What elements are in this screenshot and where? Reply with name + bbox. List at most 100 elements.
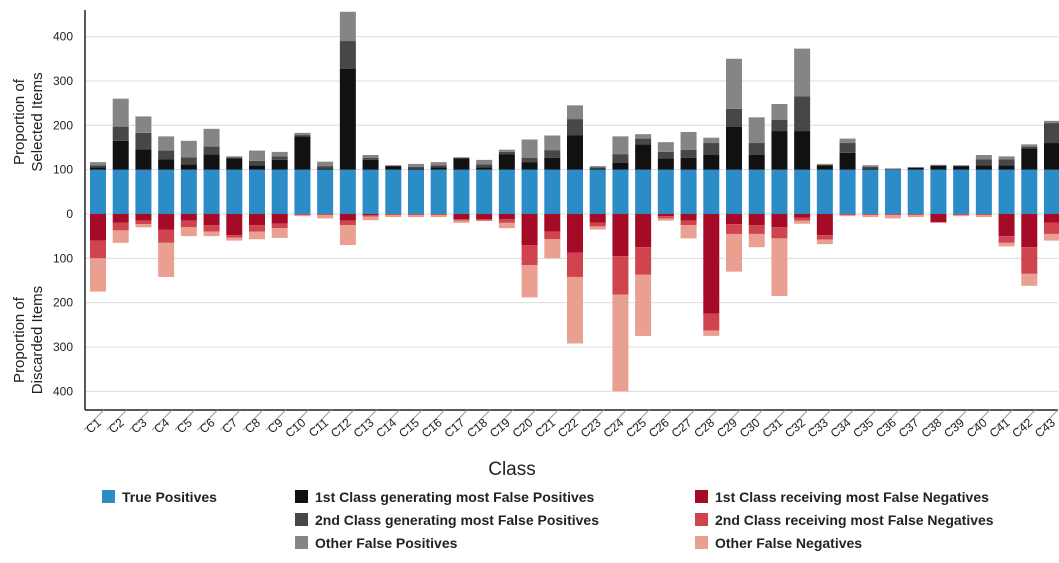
bar-segment xyxy=(658,170,674,214)
x-tick-label: C25 xyxy=(623,415,649,440)
x-tick-label: C3 xyxy=(129,415,150,436)
bar-segment xyxy=(953,170,969,214)
x-tick-label: C13 xyxy=(351,415,377,440)
bar-segment xyxy=(567,170,583,214)
bar-segment xyxy=(181,157,197,164)
bar-segment xyxy=(976,165,992,169)
x-tick-label: C41 xyxy=(987,415,1013,440)
bar-segment xyxy=(317,168,333,169)
legend-swatch xyxy=(295,536,308,549)
x-tick-label: C15 xyxy=(396,415,422,440)
bar-segment xyxy=(522,162,538,170)
bar-segment xyxy=(272,170,288,214)
bar-segment xyxy=(431,170,447,214)
y-tick-label: 400 xyxy=(53,30,73,44)
bar-segment xyxy=(226,157,242,158)
bar-segment xyxy=(567,105,583,119)
bar-segment xyxy=(135,149,151,169)
bar-segment xyxy=(999,156,1015,159)
bar-segment xyxy=(499,214,515,219)
bar-segment xyxy=(249,170,265,214)
bar-segment xyxy=(272,214,288,224)
bar-segment xyxy=(749,143,765,155)
bar-segment xyxy=(658,159,674,170)
bar-segment xyxy=(385,166,401,170)
bar-segment xyxy=(158,214,174,230)
x-tick-label: C32 xyxy=(782,415,808,440)
bar-segment xyxy=(317,162,333,166)
bar-segment xyxy=(658,216,674,218)
bar-segment xyxy=(204,170,220,214)
bar-segment xyxy=(749,214,765,225)
bar-segment xyxy=(249,214,265,225)
x-tick-label: C5 xyxy=(174,415,195,436)
bar-segment xyxy=(363,158,379,160)
legend-swatch xyxy=(695,536,708,549)
bar-segment xyxy=(294,170,310,214)
bar-segment xyxy=(771,227,787,238)
bar-segment xyxy=(771,120,787,131)
bar-segment xyxy=(363,155,379,158)
x-tick-label: C19 xyxy=(487,415,513,440)
x-tick-label: C38 xyxy=(918,415,944,440)
bar-segment xyxy=(204,232,220,236)
bar-segment xyxy=(317,170,333,214)
y-axis-title: Selected Items xyxy=(29,72,46,171)
bar-segment xyxy=(567,253,583,277)
bar-segment xyxy=(840,143,856,153)
bar-segment xyxy=(522,139,538,157)
y-tick-label: 200 xyxy=(53,296,73,310)
legend-swatch xyxy=(695,513,708,526)
bar-segment xyxy=(226,156,242,157)
bar-segment xyxy=(135,170,151,214)
bar-segment xyxy=(90,241,106,259)
bar-segment xyxy=(431,167,447,169)
bar-segment xyxy=(1044,170,1059,214)
bar-segment xyxy=(612,136,628,154)
legend-swatch xyxy=(695,490,708,503)
bar-segment xyxy=(658,152,674,159)
bar-segment xyxy=(90,170,106,214)
bar-segment xyxy=(340,69,356,170)
bar-segment xyxy=(476,167,492,169)
bar-segment xyxy=(794,49,810,97)
bar-segment xyxy=(363,170,379,214)
bar-segment xyxy=(181,227,197,236)
bar-segment xyxy=(817,165,833,169)
bar-segment xyxy=(363,217,379,221)
bar-segment xyxy=(1044,143,1059,170)
bar-segment xyxy=(431,165,447,167)
bar-segment xyxy=(158,243,174,277)
bar-segment xyxy=(817,170,833,214)
bar-segment xyxy=(499,170,515,214)
x-tick-label: C28 xyxy=(691,415,717,440)
bar-segment xyxy=(703,170,719,214)
bar-segment xyxy=(726,127,742,170)
bar-segment xyxy=(567,119,583,135)
bar-segment xyxy=(567,135,583,169)
bar-segment xyxy=(181,221,197,228)
bar-segment xyxy=(885,170,901,214)
bar-segment xyxy=(249,161,265,165)
bar-segment xyxy=(113,127,129,141)
bar-segment xyxy=(976,170,992,214)
bar-segment xyxy=(544,158,560,170)
bar-segment xyxy=(340,12,356,41)
x-tick-label: C8 xyxy=(242,415,263,436)
bar-segment xyxy=(862,215,878,217)
legend-label: 2nd Class receiving most False Negatives xyxy=(715,512,994,528)
bar-segment xyxy=(840,215,856,216)
bar-segment xyxy=(703,138,719,143)
bar-segment xyxy=(749,117,765,143)
bar-segment xyxy=(658,142,674,152)
legend-label: 1st Class generating most False Positive… xyxy=(315,489,595,505)
bar-segment xyxy=(930,170,946,214)
bar-segment xyxy=(135,116,151,132)
bar-segment xyxy=(385,170,401,214)
bar-segment xyxy=(499,219,515,223)
bar-segment xyxy=(226,170,242,214)
bar-segment xyxy=(794,214,810,218)
bar-segment xyxy=(999,236,1015,243)
bar-segment xyxy=(544,170,560,214)
